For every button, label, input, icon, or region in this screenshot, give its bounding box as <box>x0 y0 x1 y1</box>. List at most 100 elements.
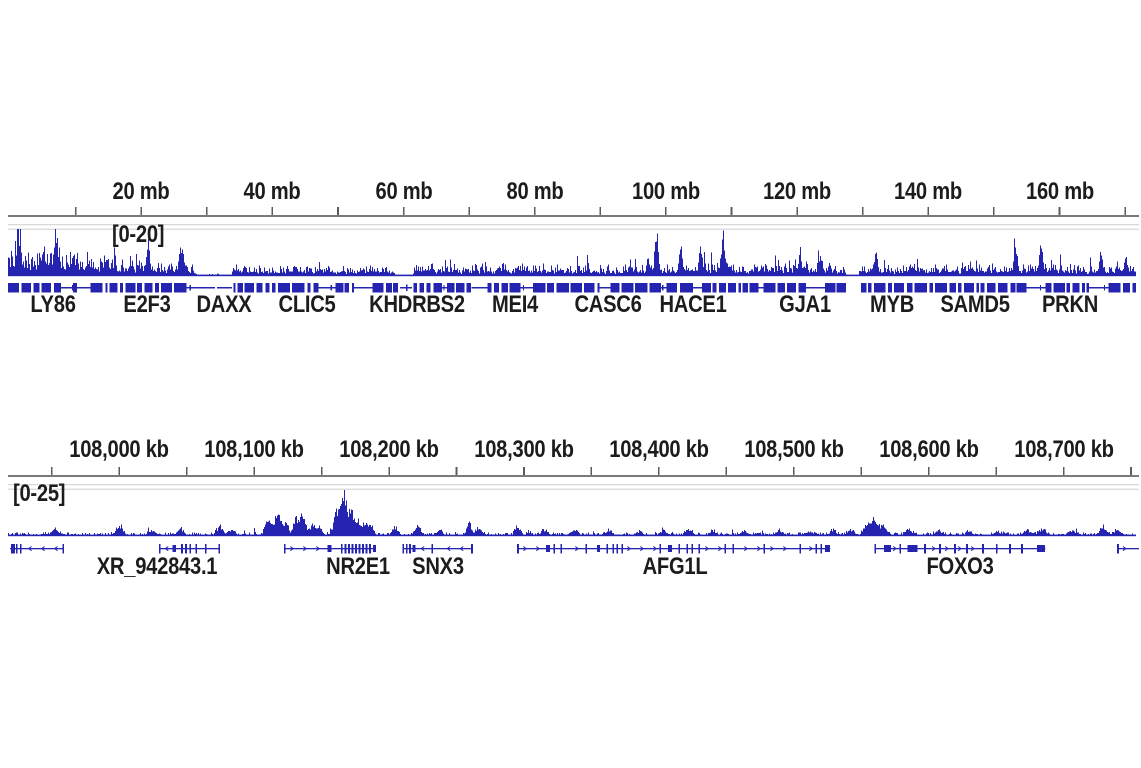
ruler-tick <box>388 467 390 475</box>
exon-tick <box>924 543 926 554</box>
exon-tick <box>158 543 161 554</box>
signal-range-label: [0-20] <box>112 221 165 248</box>
exon-tick <box>982 543 984 554</box>
exon-tick <box>369 543 371 554</box>
exon-tick <box>996 543 998 554</box>
track-separator <box>8 488 1139 490</box>
gene-label: MEI4 <box>492 291 539 318</box>
gene-label: DAXX <box>196 291 252 318</box>
ruler-tick <box>468 207 470 215</box>
ruler-tick-label: 120 mb <box>763 178 832 205</box>
ruler-tick <box>725 467 728 475</box>
ruler-tick <box>793 467 795 475</box>
strand-arrows <box>164 546 169 552</box>
exon-tick <box>402 543 404 554</box>
exon-box <box>907 545 918 553</box>
exon-tick <box>724 543 726 554</box>
ruler-tick <box>995 467 997 475</box>
gene-label: GJA1 <box>779 291 831 318</box>
exon-tick <box>409 543 411 554</box>
exon-tick <box>181 543 183 554</box>
exon-tick <box>678 543 680 554</box>
ruler-tick-label: 160 mb <box>1025 178 1094 205</box>
exon-tick <box>20 543 22 554</box>
gene-model <box>284 543 376 554</box>
gene-model <box>10 543 65 554</box>
signal-baseline <box>8 534 1136 537</box>
gene-model <box>1117 543 1139 554</box>
exon-box <box>668 545 673 553</box>
ruler-tick <box>1058 207 1061 215</box>
exon-tick <box>966 543 968 554</box>
exon-tick <box>560 543 562 554</box>
exon-tick <box>517 543 519 554</box>
chromosome-overview-group <box>8 207 1139 293</box>
exon-tick <box>686 543 688 554</box>
zoomed-region-group <box>8 467 1139 554</box>
ruler-tick-label: 108,100 kb <box>204 436 304 463</box>
gene-model <box>158 543 220 554</box>
signal-histogram <box>8 229 1136 276</box>
ruler-tick <box>455 467 458 475</box>
exon-tick <box>820 543 822 554</box>
ruler-tick <box>185 467 188 475</box>
ruler-tick <box>523 467 525 475</box>
exon-tick <box>344 543 347 554</box>
signal-range-label: [0-25] <box>13 480 66 507</box>
ruler-line <box>8 475 1139 477</box>
exon-box <box>884 545 892 553</box>
signal-baseline <box>8 274 1136 277</box>
exon-tick <box>763 543 765 554</box>
exon-tick <box>189 543 191 554</box>
exon-tick <box>218 543 220 554</box>
exon-tick <box>1009 543 1011 554</box>
strand-arrows <box>420 546 464 552</box>
ruler-tick <box>74 207 77 215</box>
exon-tick <box>732 543 734 554</box>
exon-tick <box>431 543 433 554</box>
exon-box <box>327 545 332 553</box>
ruler-tick-label: 100 mb <box>631 178 700 205</box>
exon-box <box>372 545 376 553</box>
ruler-line <box>8 215 1139 217</box>
exon-box <box>546 545 551 553</box>
gene-label: SAMD5 <box>940 291 1010 318</box>
ruler-tick-label: 40 mb <box>243 178 301 205</box>
ruler-tick <box>51 467 53 475</box>
signal-histogram <box>8 490 1136 536</box>
ruler-tick-label: 60 mb <box>375 178 433 205</box>
exon-tick <box>351 543 354 554</box>
exon-box <box>172 545 177 553</box>
track-separator <box>8 228 1139 230</box>
exon-tick <box>954 543 956 554</box>
ruler-tick <box>1124 207 1126 215</box>
exon-tick <box>471 543 473 554</box>
exon-tick <box>698 543 700 554</box>
gene-label: AFG1L <box>642 553 708 580</box>
gene-label: CLIC5 <box>278 291 336 318</box>
exon-tick <box>348 543 350 554</box>
strand-arrows <box>1122 546 1127 552</box>
ruler-tick <box>658 467 660 475</box>
ruler-tick <box>118 467 121 475</box>
exon-tick <box>1021 543 1023 554</box>
ruler-tick-label: 108,400 kb <box>609 436 709 463</box>
gene-density-band <box>8 283 1136 293</box>
gene-model <box>402 543 473 554</box>
ruler-tick-label: 140 mb <box>894 178 963 205</box>
strand-arrows <box>523 546 814 552</box>
gene-label: MYB <box>870 291 915 318</box>
gene-label: HACE1 <box>659 291 727 318</box>
exon-tick <box>1117 543 1119 554</box>
ruler-tick <box>993 207 995 215</box>
ruler-tick <box>590 467 593 475</box>
gene-label: XR_942843.1 <box>96 553 218 580</box>
strand-arrows <box>290 546 321 552</box>
exon-box <box>824 545 830 553</box>
ruler-tick <box>730 207 733 215</box>
ruler-tick-label: 108,600 kb <box>878 436 979 463</box>
ruler-tick <box>337 207 339 215</box>
ruler-tick <box>1062 467 1065 475</box>
